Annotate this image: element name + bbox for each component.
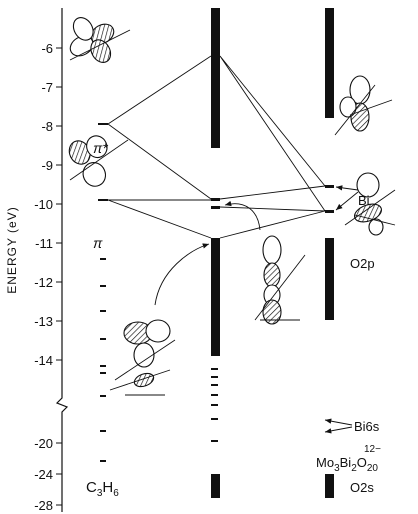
tick-label: -14: [34, 353, 53, 368]
element-symbol: Bi: [340, 455, 352, 470]
element-symbol: C: [86, 479, 97, 496]
text-labels: π* π Bi O2p Bi6s O2s C3H6 Mo3Bi2O20 12−: [86, 140, 381, 499]
molecule-formula: C3H6: [86, 479, 119, 499]
tick-label: -10: [34, 197, 53, 212]
axis-title: ENERGY (eV): [5, 206, 19, 293]
subscript: 6: [113, 488, 119, 499]
bi-label: Bi: [358, 193, 370, 208]
tick-label: -9: [41, 158, 53, 173]
pi-star-label: π*: [93, 140, 108, 156]
subscript: 2: [351, 463, 357, 474]
tick-label: -28: [34, 498, 53, 513]
element-symbol: O: [357, 455, 367, 470]
bi6s-label: Bi6s: [354, 419, 380, 434]
tick-label: -6: [41, 41, 53, 56]
subscript: 3: [97, 488, 103, 499]
tick-label: -13: [34, 314, 53, 329]
tick-label: -11: [35, 236, 53, 251]
tick-label: -24: [34, 467, 53, 482]
tick-label: -20: [34, 436, 53, 451]
connections: [107, 55, 359, 434]
cluster-formula: Mo3Bi2O20: [316, 455, 378, 474]
o2p-label: O2p: [350, 256, 375, 271]
tick-label: -12: [34, 275, 53, 290]
o2s-label: O2s: [350, 480, 374, 495]
pi-label: π: [93, 235, 103, 251]
cluster-charge: 12−: [364, 444, 381, 455]
element-symbol: Mo: [316, 455, 334, 470]
subscript: 20: [367, 463, 379, 474]
axis-line: [55, 8, 69, 512]
subscript: 3: [334, 463, 340, 474]
element-symbol: H: [102, 479, 113, 496]
levels: [98, 8, 334, 498]
orbitals: [68, 17, 396, 396]
tick-label: -8: [41, 119, 53, 134]
energy-axis: ENERGY (eV) -6 -7 -8 -9 -10 -11 -12 -13 -14 -20 -2…: [5, 8, 69, 513]
tick-label: -7: [41, 80, 53, 95]
